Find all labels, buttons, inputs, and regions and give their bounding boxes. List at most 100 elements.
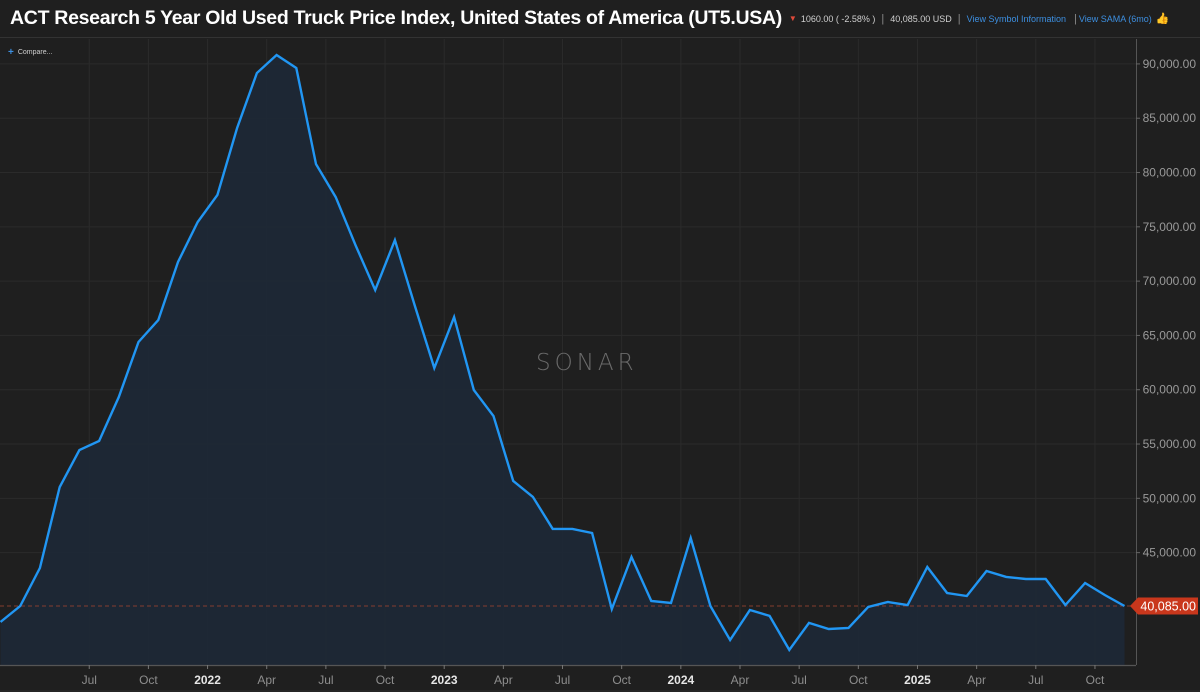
data-point — [1025, 578, 1027, 580]
y-tick-label: 90,000.00 — [1143, 57, 1197, 71]
x-tick-label: Jul — [791, 673, 806, 687]
data-point — [1045, 578, 1047, 580]
data-point — [788, 649, 790, 651]
data-point — [118, 396, 120, 398]
data-point — [275, 54, 277, 56]
thumbs-up-icon[interactable]: 👍 — [1155, 13, 1170, 25]
series-line — [0, 53, 1126, 653]
x-tick-label: Apr — [967, 673, 986, 687]
data-point — [552, 528, 554, 530]
x-tick-label: Jul — [1028, 673, 1043, 687]
chart-title: ACT Research 5 Year Old Used Truck Price… — [10, 7, 782, 29]
chart-header: ACT Research 5 Year Old Used Truck Price… — [0, 0, 1200, 38]
data-point — [216, 194, 218, 196]
data-point — [413, 304, 415, 306]
data-point — [335, 196, 337, 198]
data-point — [1005, 576, 1007, 578]
y-tick-label: 50,000.00 — [1143, 491, 1197, 505]
y-tick-label: 55,000.00 — [1143, 437, 1197, 451]
data-point — [295, 67, 297, 69]
data-point — [492, 415, 494, 417]
data-point — [630, 556, 632, 558]
data-point — [532, 496, 534, 498]
data-point — [137, 341, 139, 343]
price-chart[interactable]: 90,000.00 85,000.00 80,000.00 75,000.00 70,0… — [0, 39, 1200, 692]
data-point — [808, 622, 810, 624]
y-tick-label: 80,000.00 — [1143, 166, 1197, 180]
y-axis-panel — [1136, 39, 1200, 665]
y-tick-label: 75,000.00 — [1143, 220, 1197, 234]
data-point — [828, 628, 830, 630]
data-point — [946, 592, 948, 594]
chart-area[interactable]: 90,000.00 85,000.00 80,000.00 75,000.00 70,0… — [0, 39, 1200, 692]
x-axis-panel — [0, 665, 1200, 692]
data-point — [512, 480, 514, 482]
compare-label: Compare... — [17, 49, 53, 56]
symbol-meta: ▼ 1060.00 ( -2.58% ) | 40,085.00 USD | V… — [788, 12, 1170, 26]
view-symbol-information-link[interactable]: View Symbol Information — [966, 13, 1067, 24]
x-tick-label: Apr — [257, 673, 276, 687]
data-point — [1064, 604, 1066, 606]
sonar-watermark: SONAR — [536, 350, 638, 376]
data-point — [611, 608, 613, 610]
x-tick-label: 2025 — [904, 673, 931, 687]
x-tick-label: Oct — [612, 673, 631, 687]
data-point — [78, 449, 80, 451]
x-tick-label: Jul — [555, 673, 570, 687]
data-point — [887, 601, 889, 603]
data-point — [394, 239, 396, 241]
y-tick-label: 65,000.00 — [1143, 328, 1197, 342]
data-point — [157, 319, 159, 321]
data-point — [571, 528, 573, 530]
data-point — [315, 163, 317, 165]
last-value: 40,085.00 USD — [890, 13, 952, 24]
data-point — [236, 127, 238, 129]
y-tick-label: 45,000.00 — [1143, 546, 1197, 560]
data-point — [433, 367, 435, 369]
data-point — [985, 570, 987, 572]
data-point — [19, 605, 21, 607]
x-tick-label: Jul — [318, 673, 333, 687]
arrow-down-icon: ▼ — [788, 14, 797, 23]
data-point — [749, 609, 751, 611]
data-point — [197, 221, 199, 223]
data-point — [256, 72, 258, 74]
separator: | — [957, 12, 961, 25]
data-point — [670, 602, 672, 604]
x-tick-label: Oct — [1086, 673, 1105, 687]
y-tick-label: 60,000.00 — [1143, 383, 1197, 397]
compare-button[interactable]: + Compare... — [8, 47, 52, 58]
x-tick-label: Oct — [849, 673, 868, 687]
x-tick-label: Jul — [82, 673, 97, 687]
data-point — [39, 567, 41, 569]
x-tick-label: 2024 — [667, 673, 694, 687]
last-value-label: 40,085.00 — [1140, 600, 1196, 614]
data-point — [374, 289, 376, 291]
data-point — [729, 639, 731, 641]
separator: | — [881, 12, 885, 25]
data-point — [1084, 582, 1086, 584]
data-point — [177, 261, 179, 263]
separator: | — [1074, 12, 1077, 25]
data-point — [473, 389, 475, 391]
data-point — [906, 604, 908, 606]
data-point — [709, 605, 711, 607]
x-tick-label: 2023 — [431, 673, 458, 687]
data-point — [847, 627, 849, 629]
data-point — [354, 244, 356, 246]
x-tick-label: Oct — [376, 673, 395, 687]
y-tick-label: 70,000.00 — [1143, 274, 1197, 288]
view-sama-link[interactable]: View SAMA (6mo) — [1078, 13, 1152, 24]
price-change: 1060.00 ( -2.58% ) — [800, 13, 876, 24]
plus-icon: + — [8, 47, 14, 58]
data-point — [867, 606, 869, 608]
data-point — [926, 566, 928, 568]
data-point — [453, 316, 455, 318]
x-tick-label: Oct — [139, 673, 158, 687]
x-tick-label: Apr — [494, 673, 513, 687]
data-point — [768, 615, 770, 617]
series-area — [0, 55, 1125, 665]
x-tick-label: Apr — [731, 673, 750, 687]
data-point — [1123, 605, 1125, 607]
